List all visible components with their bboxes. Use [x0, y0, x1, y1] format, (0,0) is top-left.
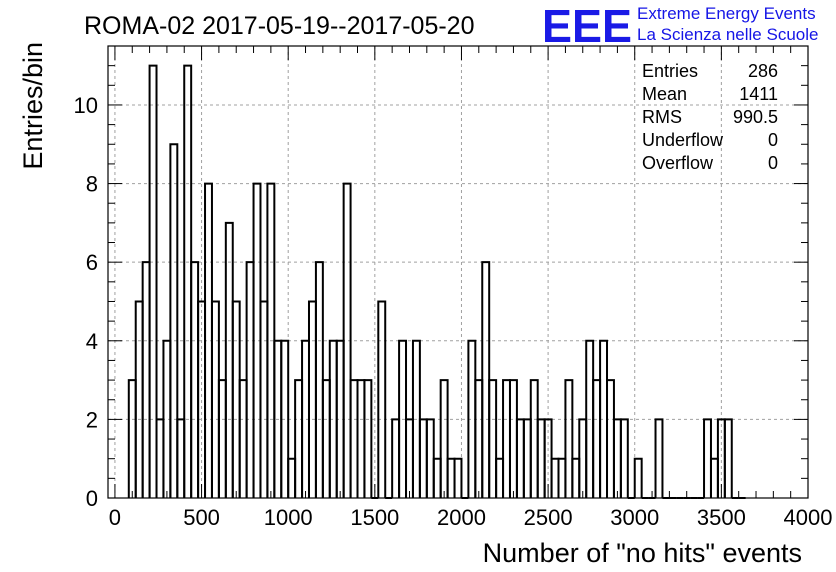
y-tick-label: 6 — [86, 250, 98, 275]
x-tick-label: 0 — [109, 505, 121, 530]
histogram-bin — [321, 379, 331, 498]
histogram-bin — [612, 418, 622, 498]
histogram-bin — [619, 418, 629, 498]
histogram-bin — [259, 300, 269, 498]
grid-lines — [108, 46, 808, 498]
y-axis-label: Entries/bin — [18, 42, 48, 170]
histogram-bin — [349, 379, 359, 498]
histogram-bin — [238, 379, 248, 498]
plot-frame — [107, 45, 809, 499]
stat-value: 1411 — [739, 84, 778, 104]
histogram-bin — [356, 379, 366, 498]
x-tick-label: 1000 — [264, 505, 313, 530]
histogram-bin — [245, 261, 255, 498]
histogram-bin — [564, 379, 574, 498]
x-tick-label: 4000 — [784, 505, 833, 530]
x-tick-label: 500 — [183, 505, 220, 530]
histogram-bin — [307, 300, 317, 498]
stat-label: Entries — [642, 61, 698, 81]
histogram-bin — [314, 261, 324, 498]
stat-label: Overflow — [642, 153, 714, 173]
x-axis-label: Number of "no hits" events — [483, 538, 802, 568]
histogram-bin — [377, 300, 387, 498]
histogram-bin — [391, 418, 401, 498]
histogram-bin — [155, 418, 165, 498]
chart-title: ROMA-02 2017-05-19--2017-05-20 — [84, 12, 475, 40]
histogram-bin — [536, 418, 546, 498]
eee-logo-line1: Extreme Energy Events — [637, 4, 816, 23]
x-tick-label: 3000 — [610, 505, 659, 530]
histogram-bin — [723, 418, 733, 498]
histogram-bin — [453, 457, 463, 498]
y-tick-label: 2 — [86, 407, 98, 432]
eee-logo-line2: La Scienza nelle Scuole — [637, 25, 818, 44]
histogram-bin — [495, 457, 505, 498]
histogram-bin — [210, 300, 220, 498]
histogram-bin — [432, 457, 442, 498]
y-tick-label: 8 — [86, 172, 98, 197]
histogram-bin — [363, 379, 373, 498]
histogram-bin — [405, 418, 414, 498]
histogram-bin — [217, 379, 227, 498]
histogram-bin — [515, 418, 525, 498]
histogram-bin — [418, 418, 428, 498]
stat-label: RMS — [642, 107, 682, 127]
histogram-bin — [183, 64, 193, 498]
histogram-bin — [127, 379, 137, 498]
stat-value: 990.5 — [733, 107, 778, 127]
stat-value: 0 — [768, 153, 778, 173]
histogram-bin — [134, 300, 144, 498]
histogram-bin — [425, 418, 435, 498]
histogram-bin — [280, 339, 290, 498]
histogram-bin — [446, 457, 456, 498]
histogram-bin — [709, 457, 719, 498]
x-tick-label: 2000 — [437, 505, 486, 530]
histogram-bin — [550, 457, 560, 498]
y-tick-label: 0 — [86, 486, 98, 511]
stat-label: Mean — [642, 84, 687, 104]
histogram-bin — [571, 457, 581, 498]
stats-box: Entries 286 Mean 1411 RMS 990.5 Underflow 0 Over… — [642, 61, 778, 173]
histogram-bin — [557, 457, 567, 498]
x-tick-label: 2500 — [524, 505, 573, 530]
y-tick-label: 4 — [86, 329, 98, 354]
histogram-bin — [342, 182, 352, 498]
histogram-bin — [294, 379, 304, 498]
stat-label: Underflow — [642, 130, 724, 150]
histogram-bars — [127, 64, 746, 499]
histogram-bin — [224, 221, 234, 498]
histogram-bin — [287, 457, 297, 498]
histogram-bin — [141, 261, 151, 498]
eee-logo: EEE Extreme Energy Events La Scienza nel… — [542, 0, 818, 52]
histogram-bin — [488, 379, 498, 498]
histogram-bin — [592, 379, 602, 498]
x-tick-label: 3500 — [697, 505, 746, 530]
histogram-bin — [481, 261, 491, 498]
axes — [107, 45, 809, 499]
histogram-bin — [522, 418, 532, 498]
stat-value: 286 — [748, 61, 778, 81]
eee-logo-mark: EEE — [542, 0, 632, 52]
histogram-bin — [508, 379, 518, 498]
histogram-bin — [176, 418, 186, 498]
histogram-bin — [633, 457, 643, 498]
histogram-bin — [578, 418, 588, 498]
histogram-bin — [439, 379, 449, 498]
histogram-bin — [502, 379, 511, 498]
histogram-bin — [474, 379, 484, 498]
histogram-bin — [231, 300, 241, 498]
histogram-bin — [703, 418, 712, 498]
histogram-bin — [654, 418, 664, 498]
histogram-bin — [190, 261, 200, 498]
histogram-bin — [169, 143, 179, 498]
stat-value: 0 — [768, 130, 778, 150]
tick-labels: 0 500 1000 1500 2000 2500 3000 3500 4000 0 2 4 6 8 10 — [74, 93, 833, 530]
histogram-bin — [606, 379, 615, 498]
x-tick-label: 1500 — [350, 505, 399, 530]
y-tick-label: 10 — [74, 93, 98, 118]
histogram-bin — [529, 379, 539, 498]
histogram-bin — [148, 64, 158, 498]
